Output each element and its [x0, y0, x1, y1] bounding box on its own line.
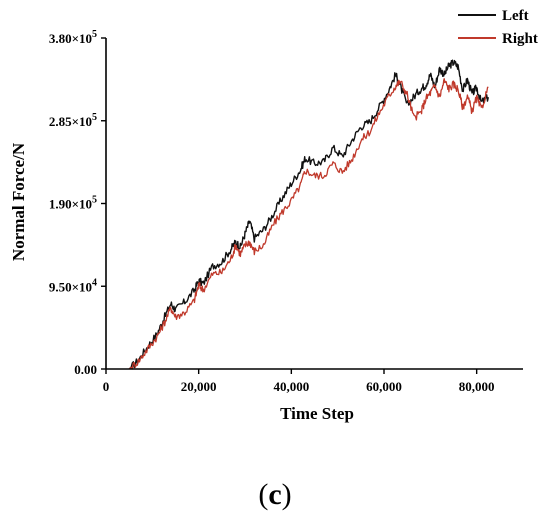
x-tick-label: 0 — [103, 379, 110, 394]
x-axis-title: Time Step — [280, 404, 354, 423]
y-axis-title: Normal Force/N — [9, 142, 28, 261]
x-tick-label: 80,000 — [459, 379, 495, 394]
y-tick-label: 9.50×104 — [49, 277, 97, 294]
ticks-layer: 0 20,000 40,000 60,000 80,000 0.00 9.50×104 1.9… — [49, 29, 495, 394]
legend-label-right: Right — [502, 31, 538, 47]
panel-label: (c) — [258, 478, 292, 511]
x-tick-label: 60,000 — [366, 379, 402, 394]
series-line-left — [128, 59, 489, 370]
series-line-right — [128, 78, 489, 370]
axes-layer — [105, 38, 523, 370]
y-tick-label: 2.85×105 — [49, 112, 97, 129]
legend-label-left: Left — [502, 8, 529, 24]
y-tick-label: 0.00 — [74, 362, 97, 377]
x-tick-label: 40,000 — [273, 379, 309, 394]
x-tick-label: 20,000 — [181, 379, 217, 394]
y-tick-label: 3.80×105 — [49, 29, 97, 46]
legend: Left Right — [458, 8, 538, 47]
y-tick-label: 1.90×105 — [49, 195, 97, 212]
series-layer — [128, 59, 489, 370]
